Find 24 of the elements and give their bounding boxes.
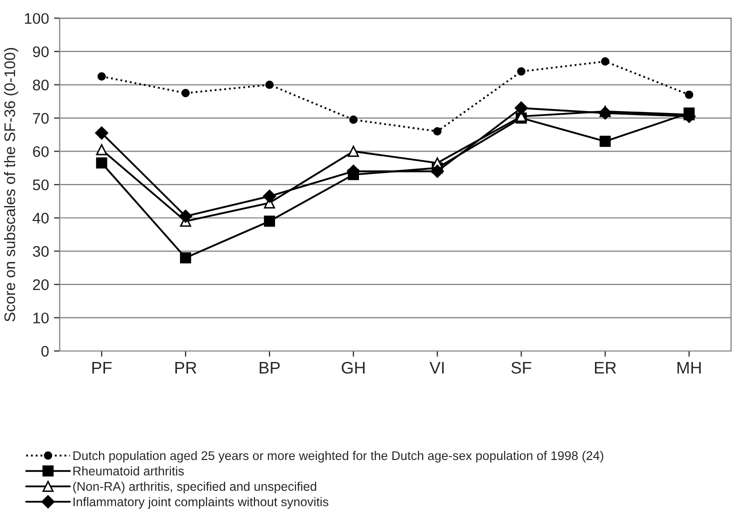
y-tick-label: 30 [32,246,49,257]
x-tick-label: ER [594,362,616,374]
y-tick-label: 20 [33,279,49,290]
x-tick-label: SF [511,362,532,374]
legend-label: Inflammatory joint complaints without synovitis [74,497,328,509]
y-tick-label: 60 [33,146,49,158]
y-axis-title: Score on subscales of the SF-36 (0-100) [4,48,18,322]
y-tick-label: 90 [32,46,49,58]
y-tick-label: 100 [24,13,49,24]
legend-label: Dutch population aged 25 years or more weighted for the Dutch age-sex population of 1998 (24) [73,450,604,463]
x-tick-label: VI [430,362,444,374]
x-tick-label: MH [678,362,701,374]
x-tick-label: PR [175,362,196,374]
y-tick-label: 10 [33,312,49,324]
legend-label: (Non-RA) arthritis, specified and unspecified [73,482,316,494]
legend-label: Rheumatoid arthritis [73,466,184,476]
x-tick-label: BP [260,362,280,374]
y-tick-label: 0 [41,346,49,357]
x-tick-label: GH [342,362,365,374]
y-tick-label: 80 [32,80,49,90]
y-tick-label: 70 [33,112,49,124]
x-tick-label: PF [92,362,112,374]
y-tick-label: 40 [32,212,49,224]
y-tick-label: 50 [32,179,49,190]
